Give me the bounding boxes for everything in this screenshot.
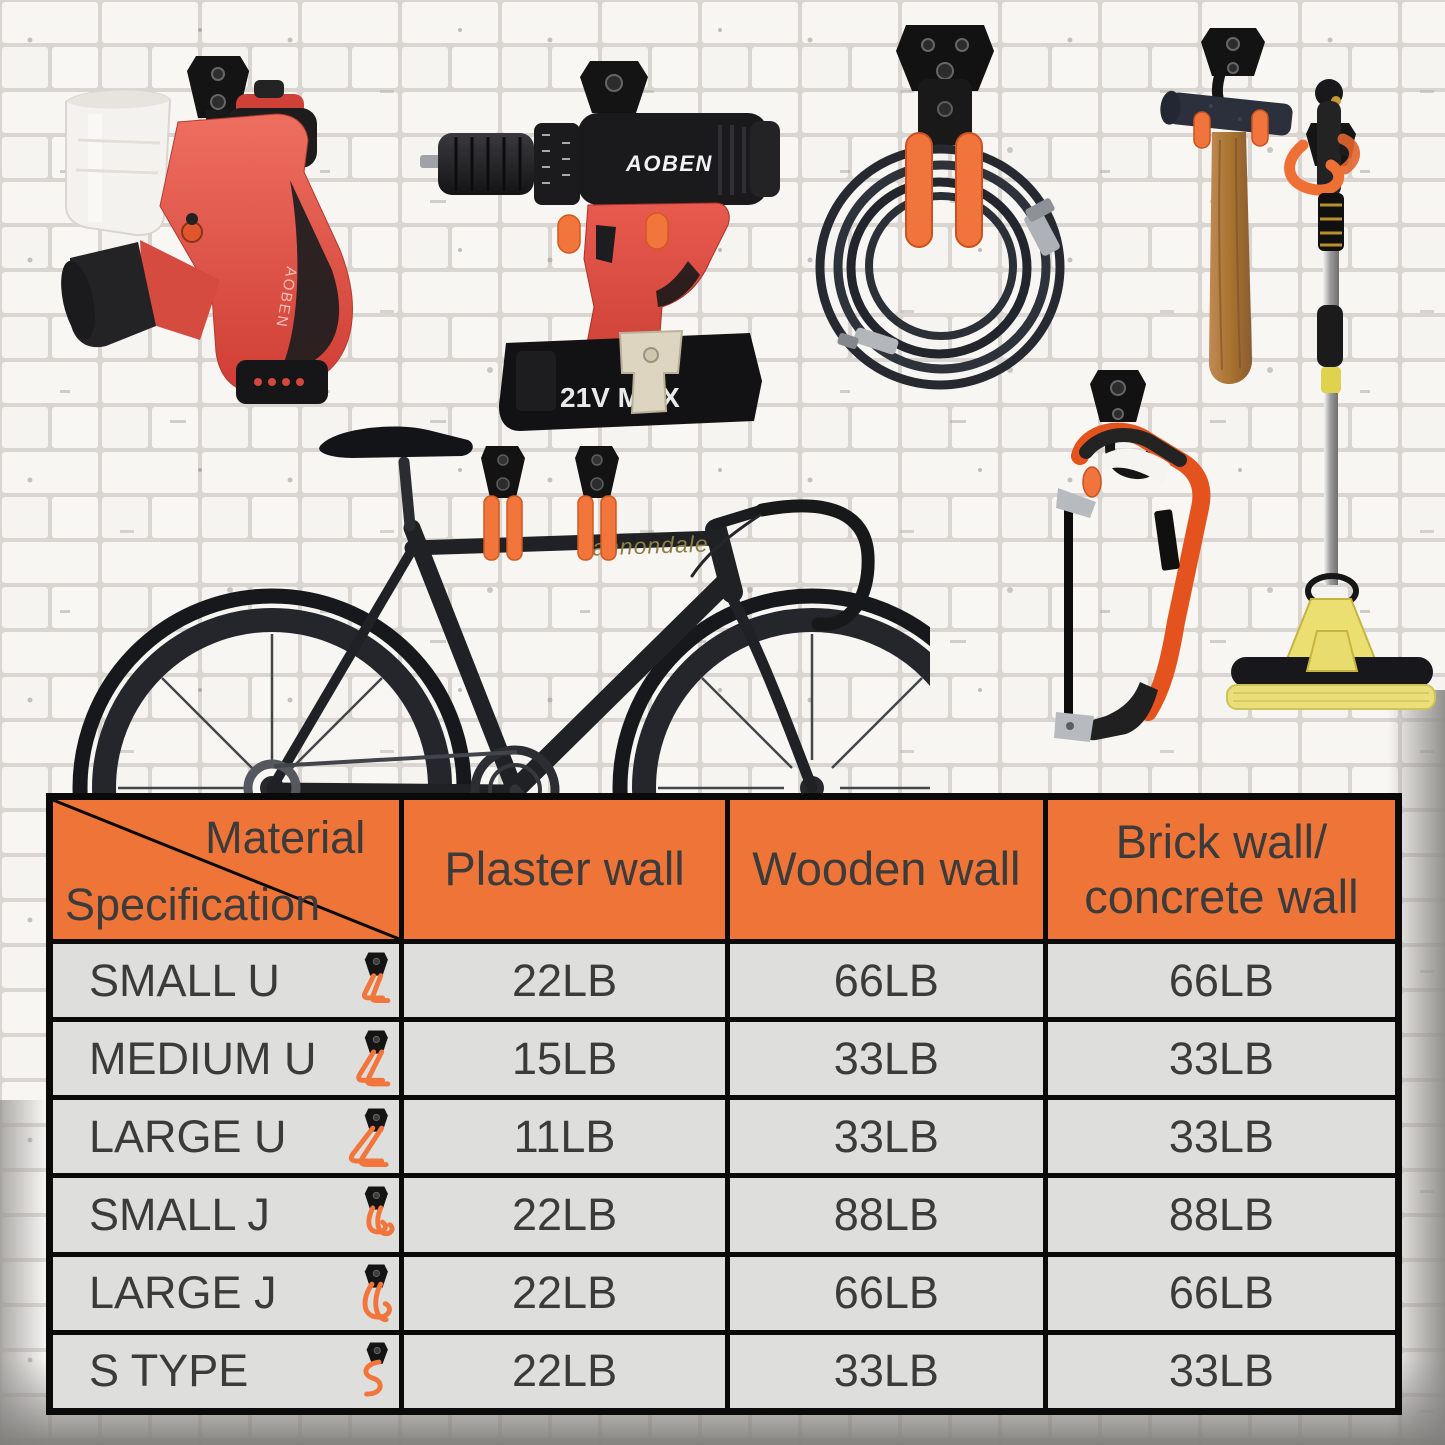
mop-pole: [1323, 251, 1339, 307]
spec-label: S TYPE: [89, 1345, 249, 1397]
spec-label: LARGE J: [89, 1267, 277, 1319]
wall-hook-mount: [580, 61, 648, 113]
saw-lower-grip: [1081, 682, 1158, 741]
table-row-label-cell: LARGE J: [53, 1256, 400, 1330]
table-row-label-cell: SMALL U: [53, 944, 400, 1018]
value-cell: 33LB: [1047, 1334, 1395, 1408]
hammer-image: [1160, 28, 1293, 384]
small-u-hook-icon: [362, 952, 391, 1003]
small-j-hook-icon: [364, 1186, 395, 1237]
spec-label: SMALL U: [89, 954, 280, 1006]
mop-head: [1226, 598, 1436, 710]
bike-frame: [266, 456, 875, 800]
value-cell: 33LB: [1047, 1022, 1395, 1096]
bike-brand-label: cannondale: [579, 531, 709, 561]
value-cell: 66LB: [729, 1256, 1043, 1330]
value-cell: 33LB: [1047, 1100, 1395, 1174]
spec-label: SMALL J: [89, 1189, 270, 1241]
hose-fitting: [837, 198, 1060, 355]
sponge-mop-image: [1226, 79, 1436, 710]
hacksaw-image: [1054, 370, 1211, 742]
coiled-hose-image: [815, 25, 1065, 390]
wall-hook-mount: [896, 25, 994, 145]
cordless-drill-image: AOBEN 21V MAX: [420, 61, 780, 431]
header-wooden-wall: Wooden wall: [729, 800, 1043, 939]
drill-brand-label: AOBEN: [625, 151, 713, 176]
corner-specification-label: Specification: [65, 879, 321, 930]
value-cell: 66LB: [729, 944, 1043, 1018]
medium-u-hook-icon: [356, 1030, 391, 1087]
value-cell: 11LB: [404, 1100, 725, 1174]
s-type-hook-icon: [363, 1342, 389, 1397]
drill-battery: 21V MAX: [498, 329, 762, 431]
table-row-label-cell: SMALL J: [53, 1178, 400, 1252]
bike-saddle: [319, 426, 473, 458]
header-plaster-wall: Plaster wall: [404, 800, 725, 939]
bike-hook-right: [575, 446, 619, 561]
value-cell: 33LB: [729, 1022, 1043, 1096]
table-row-label-cell: LARGE U: [53, 1100, 400, 1174]
value-cell: 66LB: [1047, 1256, 1395, 1330]
value-cell: 88LB: [729, 1178, 1043, 1252]
corner-material-label: Material: [205, 812, 366, 863]
value-cell: 33LB: [729, 1100, 1043, 1174]
mop-foam-grip: [1318, 193, 1344, 251]
value-cell: 22LB: [404, 1178, 725, 1252]
value-cell: 22LB: [404, 944, 725, 1018]
spec-label: MEDIUM U: [89, 1032, 317, 1084]
table-row-label-cell: MEDIUM U: [53, 1022, 400, 1096]
bike-hook-left: [481, 446, 525, 561]
value-cell: 22LB: [404, 1256, 725, 1330]
wall-hook-mount: [1090, 370, 1159, 480]
header-brick-concrete-wall: Brick wall/ concrete wall: [1047, 800, 1395, 939]
value-cell: 66LB: [1047, 944, 1395, 1018]
value-cell: 22LB: [404, 1334, 725, 1408]
paint-cup: [64, 89, 172, 237]
paint-sprayer-image: AOBEN: [61, 56, 353, 404]
table-corner-cell: Material Specification: [53, 800, 400, 939]
sprayer-nozzle: [61, 242, 156, 348]
s-type-hook: [1284, 139, 1345, 196]
table-row-label-cell: S TYPE: [53, 1334, 400, 1408]
large-u-hook-icon: [349, 1108, 389, 1167]
spec-table: Material Specification Plaster wall Wood…: [46, 793, 1402, 1415]
saw-blade: [1064, 500, 1073, 726]
drill-chuck: [438, 133, 534, 195]
diagonal-divider: [53, 800, 399, 939]
value-cell: 88LB: [1047, 1178, 1395, 1252]
value-cell: 15LB: [404, 1022, 725, 1096]
value-cell: 33LB: [729, 1334, 1043, 1408]
hose-coil: [815, 144, 1065, 390]
large-j-hook-icon: [362, 1264, 393, 1323]
spec-label: LARGE U: [89, 1110, 287, 1162]
